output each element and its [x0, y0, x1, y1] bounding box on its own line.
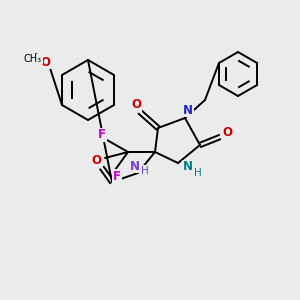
Text: O: O [40, 56, 50, 68]
Text: H: H [141, 166, 149, 176]
Text: F: F [113, 169, 121, 182]
Text: CH₃: CH₃ [24, 54, 42, 64]
Text: F: F [98, 128, 106, 142]
Text: H: H [194, 168, 202, 178]
Text: F: F [94, 154, 102, 166]
Text: N: N [130, 160, 140, 172]
Text: O: O [131, 98, 141, 112]
Text: O: O [91, 154, 101, 167]
Text: O: O [222, 127, 232, 140]
Text: N: N [183, 160, 193, 173]
Text: N: N [183, 103, 193, 116]
